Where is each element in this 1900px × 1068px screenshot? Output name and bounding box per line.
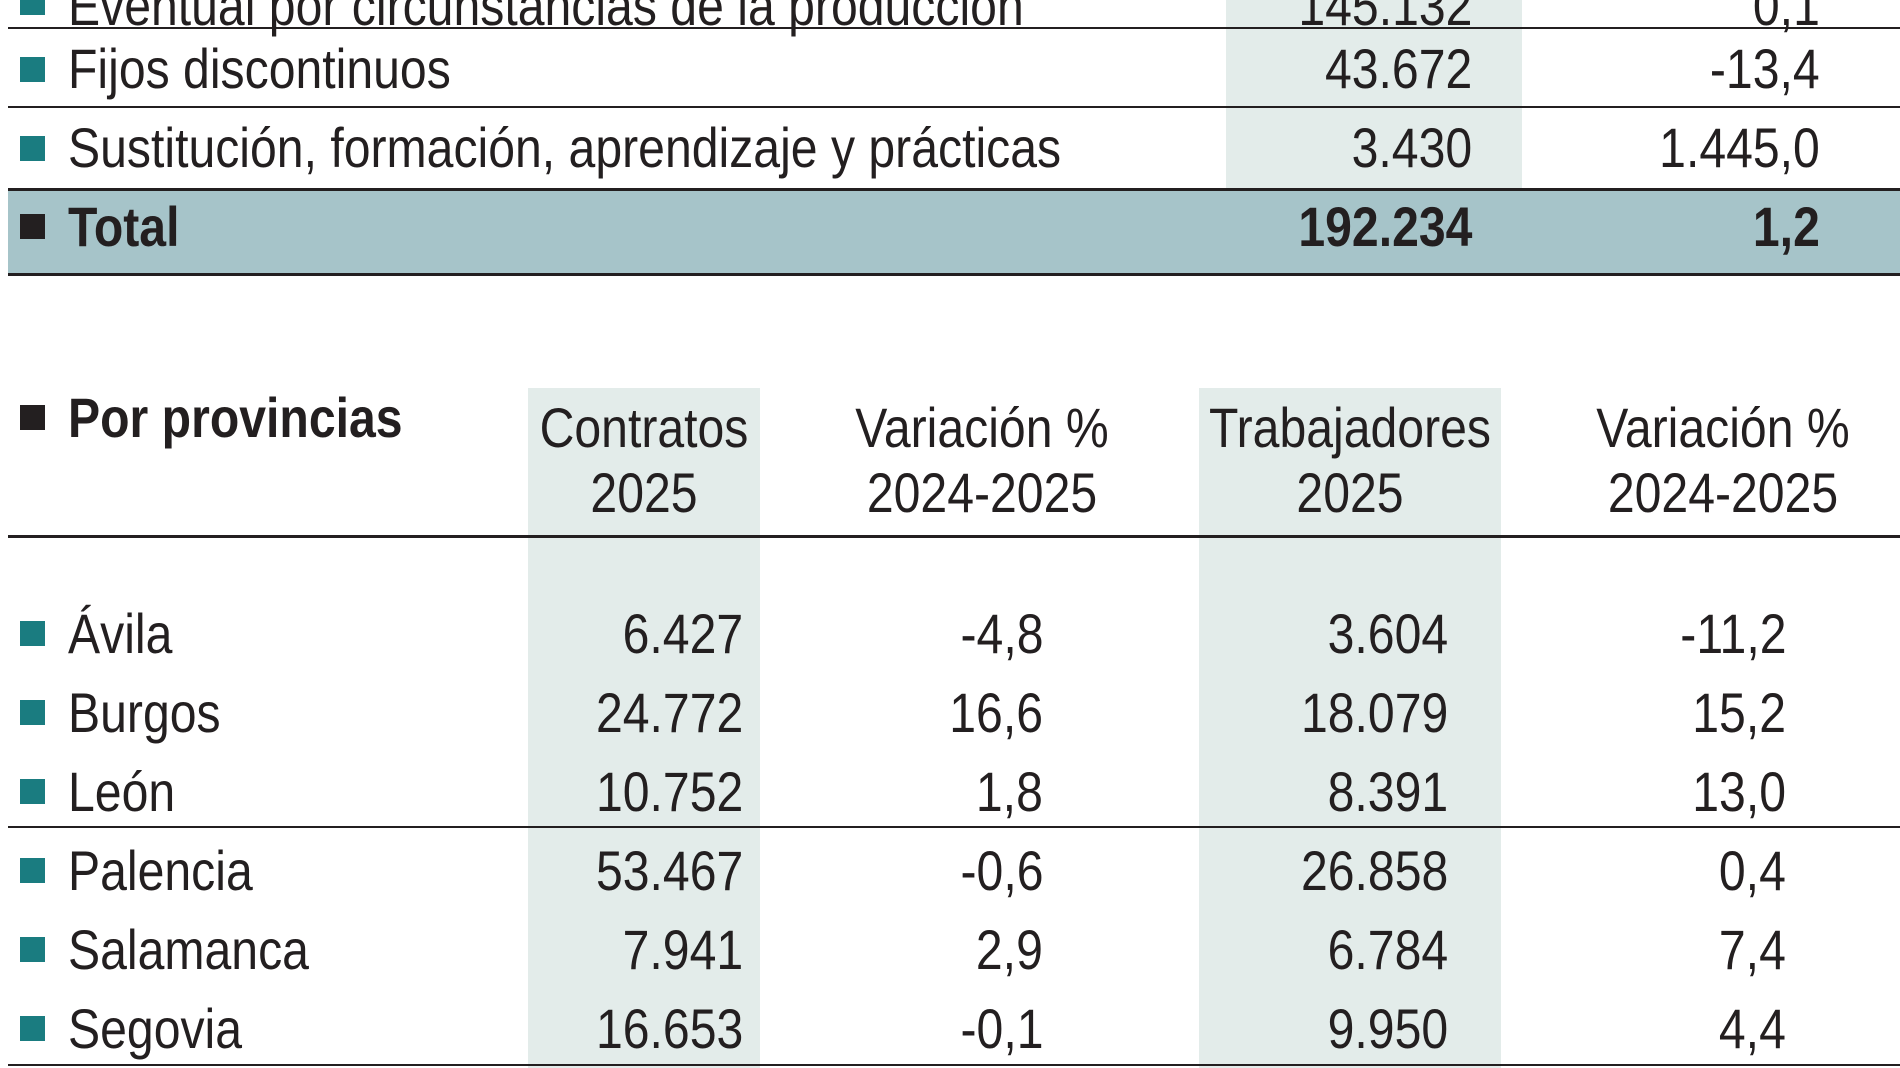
province-bullet (20, 700, 45, 725)
contract-type-label: Fijos discontinuos (68, 37, 451, 100)
province-workers-variation: -11,2 (1679, 602, 1786, 665)
total-top-rule (8, 188, 1900, 191)
province-workers: 9.950 (1327, 997, 1448, 1060)
column-header-contracts-year: 2025 (590, 461, 698, 524)
province-contracts-variation: 2,9 (976, 918, 1043, 981)
total-row-band (8, 191, 1900, 273)
province-workers: 6.784 (1327, 918, 1448, 981)
province-bullet (20, 621, 45, 646)
province-contracts-variation: -0,6 (960, 839, 1043, 902)
province-contracts-variation: -0,1 (960, 997, 1043, 1060)
province-contracts: 53.467 (595, 839, 743, 902)
column-header-contracts-variation-period: 2024-2025 (866, 461, 1098, 524)
province-contracts: 10.752 (595, 760, 743, 823)
contract-type-label: Sustitución, formación, aprendizaje y pr… (68, 116, 1062, 179)
row-bullet (20, 136, 45, 161)
province-name: Burgos (68, 681, 221, 744)
province-bullet (20, 779, 45, 804)
province-name: Segovia (68, 997, 243, 1060)
workers-column-shade (1199, 388, 1501, 1068)
total-variation: 1,2 (1753, 195, 1820, 258)
total-bottom-rule (8, 273, 1900, 276)
province-contracts: 7.941 (622, 918, 743, 981)
group-divider (8, 826, 1900, 828)
province-name: Palencia (68, 839, 253, 902)
section-heading: Por provincias (68, 386, 403, 449)
row-divider (8, 27, 1900, 29)
total-bullet (20, 214, 45, 239)
column-header-workers-variation: Variación % (1596, 396, 1850, 459)
province-workers-variation: 15,2 (1692, 681, 1786, 744)
province-workers: 18.079 (1300, 681, 1448, 744)
row-bullet (20, 0, 45, 15)
contract-type-value: 3.430 (1351, 116, 1472, 179)
total-label: Total (68, 195, 180, 258)
province-workers-variation: 0,4 (1719, 839, 1786, 902)
province-contracts: 24.772 (595, 681, 743, 744)
column-header-workers-year: 2025 (1296, 461, 1404, 524)
contract-type-variation: -13,4 (1710, 37, 1820, 100)
contract-type-variation: 1.445,0 (1659, 116, 1820, 179)
header-rule (8, 535, 1900, 538)
province-workers: 26.858 (1300, 839, 1448, 902)
province-workers: 3.604 (1327, 602, 1448, 665)
province-name: Salamanca (68, 918, 309, 981)
province-workers: 8.391 (1327, 760, 1448, 823)
province-bullet (20, 1016, 45, 1041)
contracts-column-shade (528, 388, 760, 1068)
province-workers-variation: 4,4 (1719, 997, 1786, 1060)
province-contracts-variation: 1,8 (976, 760, 1043, 823)
column-header-workers: Trabajadores (1209, 396, 1491, 459)
province-name: Ávila (68, 602, 173, 665)
province-bullet (20, 858, 45, 883)
total-value: 192.234 (1297, 195, 1472, 258)
row-bullet (20, 57, 45, 82)
row-divider (8, 106, 1900, 108)
province-contracts: 6.427 (622, 602, 743, 665)
column-header-workers-variation-period: 2024-2025 (1607, 461, 1839, 524)
province-workers-variation: 13,0 (1692, 760, 1786, 823)
province-name: León (68, 760, 176, 823)
province-contracts-variation: 16,6 (949, 681, 1043, 744)
contract-type-value: 43.672 (1324, 37, 1472, 100)
province-contracts: 16.653 (595, 997, 743, 1060)
bottom-rule (8, 1064, 1900, 1066)
province-workers-variation: 7,4 (1719, 918, 1786, 981)
contracts-column-shade-top (1226, 0, 1522, 188)
column-header-contracts-variation: Variación % (855, 396, 1109, 459)
section-bullet (20, 405, 45, 430)
province-bullet (20, 937, 45, 962)
province-contracts-variation: -4,8 (960, 602, 1043, 665)
column-header-contracts: Contratos (539, 396, 749, 459)
